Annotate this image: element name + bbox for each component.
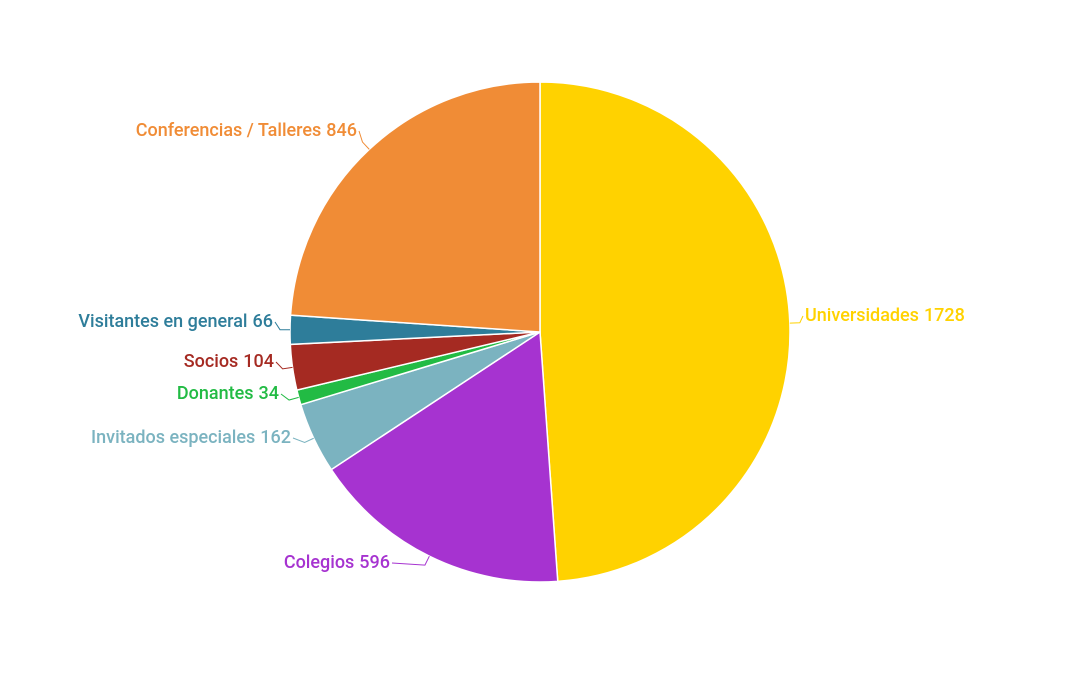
slice-name: Universidades (805, 305, 919, 326)
slice-name: Socios (184, 351, 239, 372)
leader-line (275, 361, 293, 370)
slice-label: Colegios 596 (284, 552, 390, 573)
leader-line (274, 321, 291, 331)
slice-value: 162 (260, 427, 291, 448)
leader-line (292, 437, 314, 444)
slice-value: 34 (259, 383, 279, 404)
slice-label: Universidades 1728 (805, 305, 965, 326)
slice-value: 66 (253, 311, 273, 332)
slice-value: 1728 (924, 305, 965, 326)
slice-name: Colegios (284, 552, 354, 573)
slice-label: Conferencias / Talleres 846 (136, 120, 357, 141)
slice-name: Donantes (177, 383, 254, 404)
slice-name: Visitantes en general (78, 311, 247, 332)
pie-slice (289, 81, 541, 333)
slice-label: Visitantes en general 66 (78, 311, 273, 332)
leader-line (391, 555, 430, 566)
slice-label: Donantes 34 (177, 383, 279, 404)
slice-name: Invitados especiales (91, 427, 255, 448)
leader-line (358, 130, 370, 150)
slice-value: 104 (243, 351, 274, 372)
slice-name: Conferencias / Talleres (136, 120, 322, 141)
pie-slice (539, 81, 791, 583)
slice-label: Socios 104 (184, 351, 274, 372)
pie-slice (330, 330, 559, 583)
slice-label: Invitados especiales 162 (91, 427, 291, 448)
leader-line (789, 315, 804, 324)
leader-line (280, 393, 299, 401)
slice-value: 846 (326, 120, 357, 141)
slice-value: 596 (359, 552, 390, 573)
